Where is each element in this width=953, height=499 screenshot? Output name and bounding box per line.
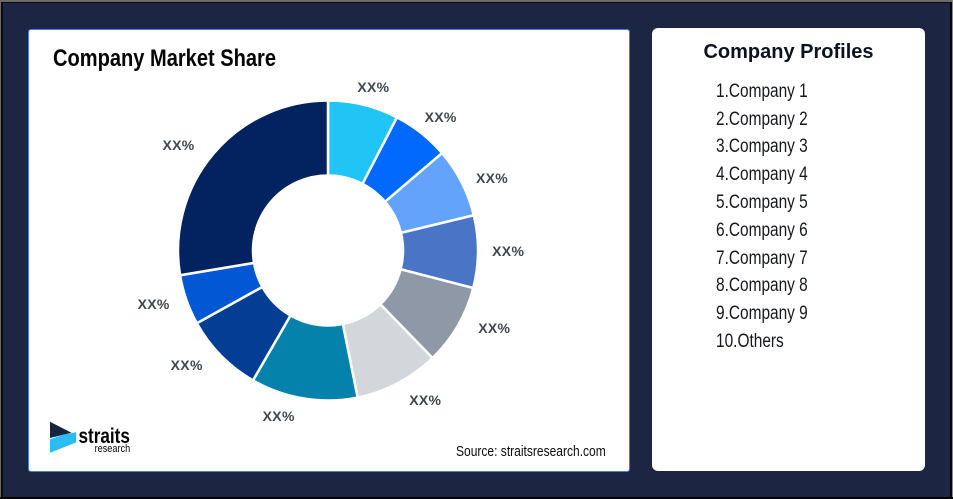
svg-text:research: research: [95, 443, 131, 455]
svg-text:straits: straits: [79, 425, 130, 448]
